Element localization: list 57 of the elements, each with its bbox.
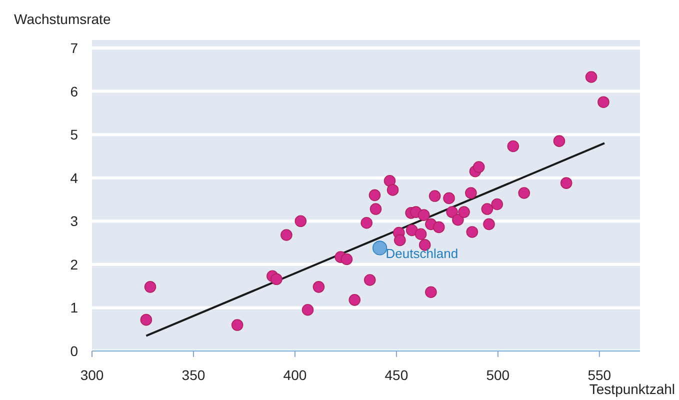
point: [443, 192, 455, 204]
point: [518, 187, 530, 199]
y-tick-label: 3: [70, 213, 78, 230]
point: [302, 304, 314, 316]
point: [294, 215, 307, 228]
point: [414, 228, 427, 240]
point: [452, 214, 464, 226]
x-tick-label: 300: [80, 367, 104, 383]
point: [560, 177, 572, 189]
point: [140, 314, 152, 326]
point: [406, 224, 418, 236]
point: [491, 198, 504, 210]
point: [368, 189, 381, 202]
y-tick-label: 4: [70, 170, 78, 186]
point: [507, 140, 520, 152]
y-tick-label: 2: [70, 256, 78, 272]
point: [360, 216, 373, 229]
x-tick-label: 450: [384, 367, 408, 383]
point: [553, 135, 566, 147]
y-tick-label: 6: [70, 83, 78, 100]
point: [340, 253, 353, 266]
point: [370, 203, 382, 215]
x-tick-label: 350: [182, 367, 206, 383]
point: [481, 203, 494, 215]
y-tick-label: 7: [70, 40, 78, 56]
point: [386, 184, 399, 196]
y-axis-title: Wachstumsrate: [14, 11, 111, 27]
point: [384, 175, 396, 187]
y-tick-label: 5: [70, 126, 78, 143]
point: [270, 273, 282, 286]
point: [466, 226, 478, 238]
point: [280, 229, 292, 241]
point: [465, 187, 477, 199]
point: [432, 221, 445, 234]
point: [394, 234, 406, 246]
point: [425, 286, 437, 298]
point: [144, 281, 156, 293]
point: [348, 294, 361, 306]
x-axis-title: Testpunktzahl: [589, 381, 675, 397]
point: [418, 209, 430, 221]
series-label: Deutschland: [386, 246, 458, 261]
x-tick-label: 400: [283, 367, 307, 383]
point: [472, 161, 485, 173]
x-tick-label: 550: [588, 367, 612, 383]
point: [446, 206, 458, 218]
point: [231, 319, 244, 331]
y-tick-label: 0: [70, 343, 78, 359]
point: [428, 190, 441, 202]
point: [364, 274, 376, 286]
point: [312, 281, 325, 293]
point: [483, 218, 495, 230]
y-tick-label: 1: [70, 300, 78, 316]
x-tick-label: 500: [486, 367, 510, 383]
point: [585, 71, 598, 83]
point: [372, 240, 388, 256]
point: [598, 96, 610, 108]
point: [458, 206, 470, 218]
